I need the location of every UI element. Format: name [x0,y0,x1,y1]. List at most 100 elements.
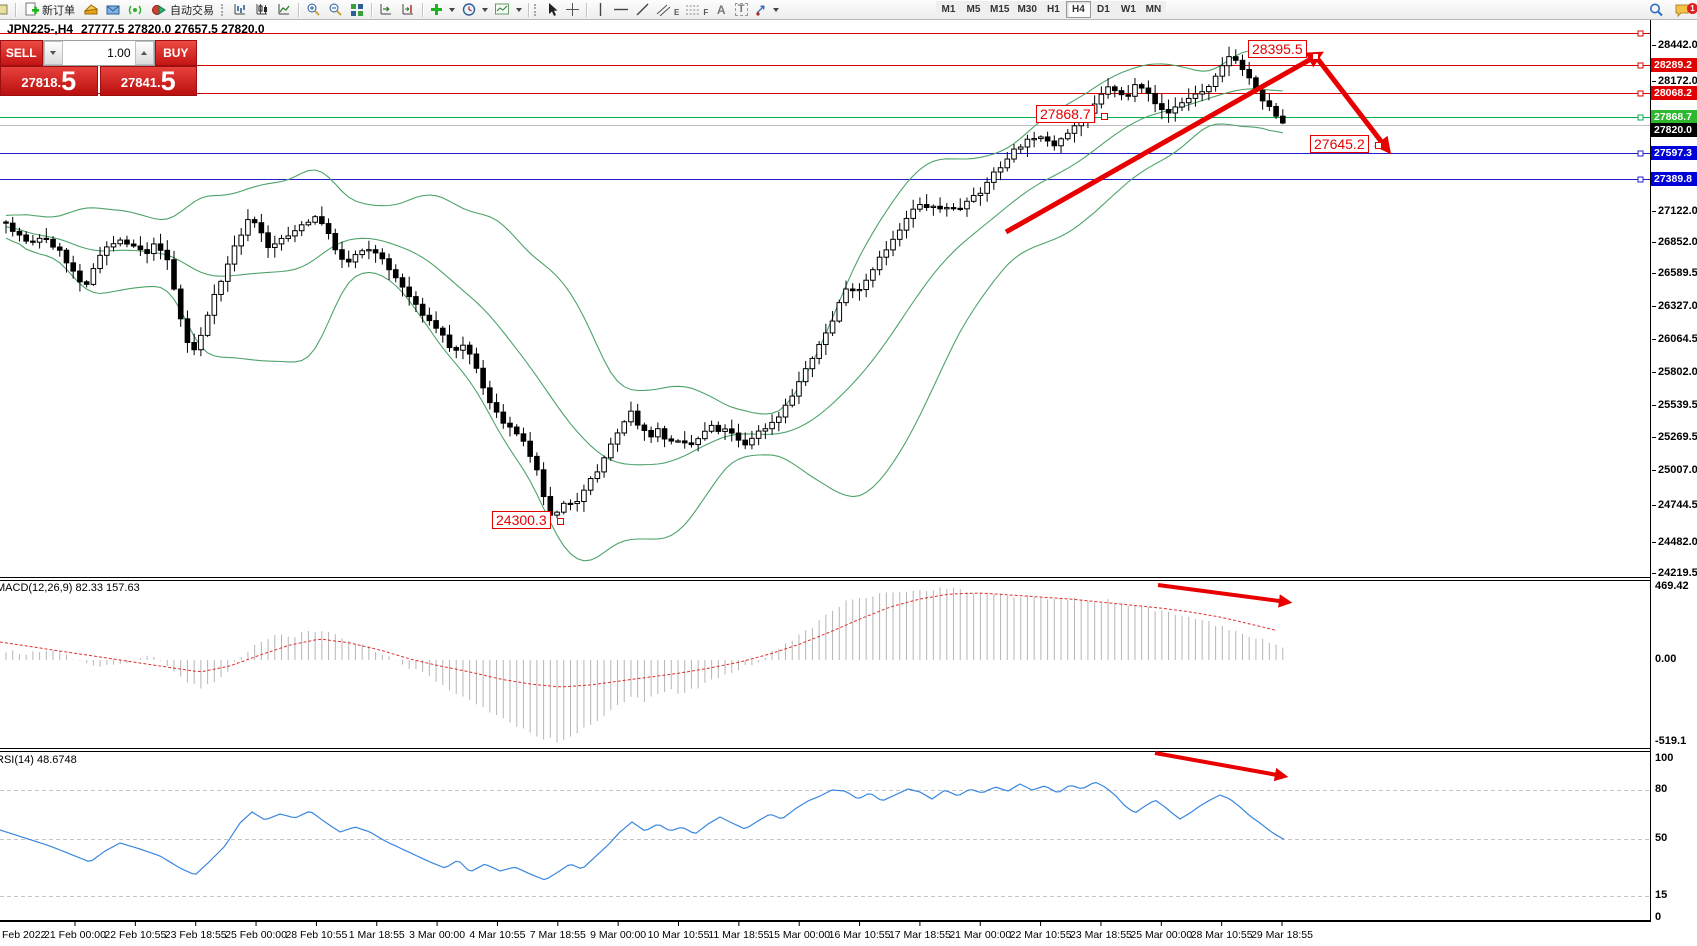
candle-body [681,440,688,444]
fibonacci-tool-button[interactable]: F [682,1,711,18]
market-watch-button[interactable] [80,1,102,18]
chart-shift-button[interactable] [397,1,419,18]
candle-body [493,402,500,413]
candle-body [130,243,137,247]
candle-body [1273,105,1279,117]
candle-body [1172,106,1179,114]
line-end-marker[interactable] [1637,30,1644,37]
candle-body [399,277,406,288]
candle-body [809,357,816,370]
buy-label: BUY [163,46,189,60]
line-end-marker[interactable] [1637,150,1644,157]
buy-button[interactable]: BUY [154,40,197,66]
candle-body [547,496,554,516]
new-order-button[interactable]: 新订单 [19,1,80,18]
crosshair-icon [566,3,579,16]
clipped-toolbar-icon[interactable] [0,1,12,18]
candle-body [453,347,460,351]
zoom-out-button[interactable] [324,1,346,18]
candle-body [124,239,130,245]
timeframe-button-m30[interactable]: M30 [1013,1,1041,18]
sell-price[interactable]: 27818. 5 [0,66,98,96]
candle-body [870,269,876,281]
trend-arrow[interactable] [1004,51,1324,235]
candle-body [272,243,278,249]
candle-body [964,200,970,210]
line-chart-button[interactable] [273,1,295,18]
timeframe-button-m5[interactable]: M5 [961,1,986,18]
auto-scroll-button[interactable] [375,1,397,18]
timeframe-button-m1[interactable]: M1 [936,1,961,18]
timeframe-button-w1[interactable]: W1 [1115,1,1141,18]
sell-button[interactable]: SELL [0,40,43,66]
horizontal-line-tool-button[interactable] [610,1,632,18]
cursor-tool-button[interactable] [542,1,562,18]
candlestick-chart-button[interactable] [251,1,273,18]
templates-button[interactable] [491,1,525,18]
arrows-tool-button[interactable] [751,1,782,18]
candle-body [1280,115,1286,124]
triangle-down-icon [50,51,56,55]
candle-body [776,416,782,423]
candle-body [789,395,796,406]
one-click-trading-panel: SELL BUY 27818.5 27841.5 [0,40,197,96]
signals-button[interactable] [124,1,146,18]
candle-body [1058,138,1064,147]
text-label-tool-button[interactable]: T [731,1,751,18]
candle-body [1132,84,1138,97]
volume-decrease-button[interactable] [43,41,63,65]
line-end-marker[interactable] [1637,176,1644,183]
bar-chart-button[interactable] [229,1,251,18]
candle-body [749,437,755,446]
tile-windows-icon [351,4,363,16]
indicators-button[interactable] [426,1,458,18]
indicators-icon [431,4,442,15]
line-end-marker[interactable] [1637,62,1644,69]
line-end-marker[interactable] [1637,90,1644,97]
trend-arrow[interactable] [1154,751,1289,782]
trend-arrow[interactable] [1315,56,1392,155]
trend-arrow[interactable] [1157,583,1293,608]
timeframe-button-d1[interactable]: D1 [1090,1,1116,18]
bollinger-band-line [5,88,1283,466]
volume-increase-button[interactable] [134,41,154,65]
tile-windows-button[interactable] [346,1,368,18]
candle-body [1031,138,1037,141]
buy-price[interactable]: 27841. 5 [99,66,197,96]
toolbar-grip[interactable] [221,3,225,16]
candle-body [487,387,493,404]
search-button[interactable] [1645,1,1667,18]
candle-body [742,439,749,446]
auto-trading-button[interactable]: 自动交易 [146,1,219,18]
candle-body [171,259,177,290]
toolbar-separator [586,2,587,17]
timeframe-button-h1[interactable]: H1 [1040,1,1066,18]
line-end-marker[interactable] [1637,114,1644,121]
timeframe-button-h4[interactable]: H4 [1065,1,1091,18]
template-icon [495,3,509,15]
candle-body [675,440,681,443]
timeframe-button-mn[interactable]: MN [1140,1,1166,18]
candle-body [695,438,701,446]
volume-input[interactable] [62,41,135,65]
zoom-in-button[interactable] [302,1,324,18]
crosshair-tool-button[interactable] [562,1,583,18]
periods-button[interactable] [458,1,491,18]
channel-tool-button[interactable]: E [653,1,682,18]
candle-body [1212,75,1219,87]
candle-body [305,221,312,226]
candle-body [440,327,446,336]
trendline-tool-button[interactable] [632,1,653,18]
candle-body [849,288,856,292]
candle-body [359,250,365,256]
vertical-line-tool-button[interactable] [590,1,610,18]
candle-body [1064,132,1071,140]
timeframe-button-m15[interactable]: M15 [986,1,1014,18]
candle-body [1159,103,1165,111]
notifications-button[interactable]: 1 [1671,1,1697,18]
candle-body [278,237,285,245]
text-tool-button[interactable]: A [711,1,731,18]
toolbar-grip[interactable] [534,3,538,16]
mailbox-button[interactable] [102,1,124,18]
